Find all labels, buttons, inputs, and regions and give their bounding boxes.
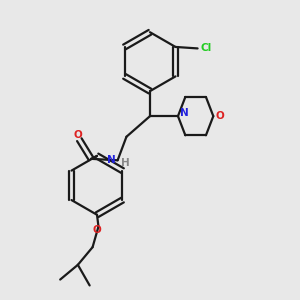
Text: O: O [216, 111, 224, 121]
Text: N: N [180, 108, 189, 118]
Text: Cl: Cl [200, 44, 212, 53]
Text: H: H [121, 158, 130, 168]
Text: N: N [107, 155, 116, 165]
Text: O: O [93, 225, 101, 235]
Text: O: O [74, 130, 82, 140]
